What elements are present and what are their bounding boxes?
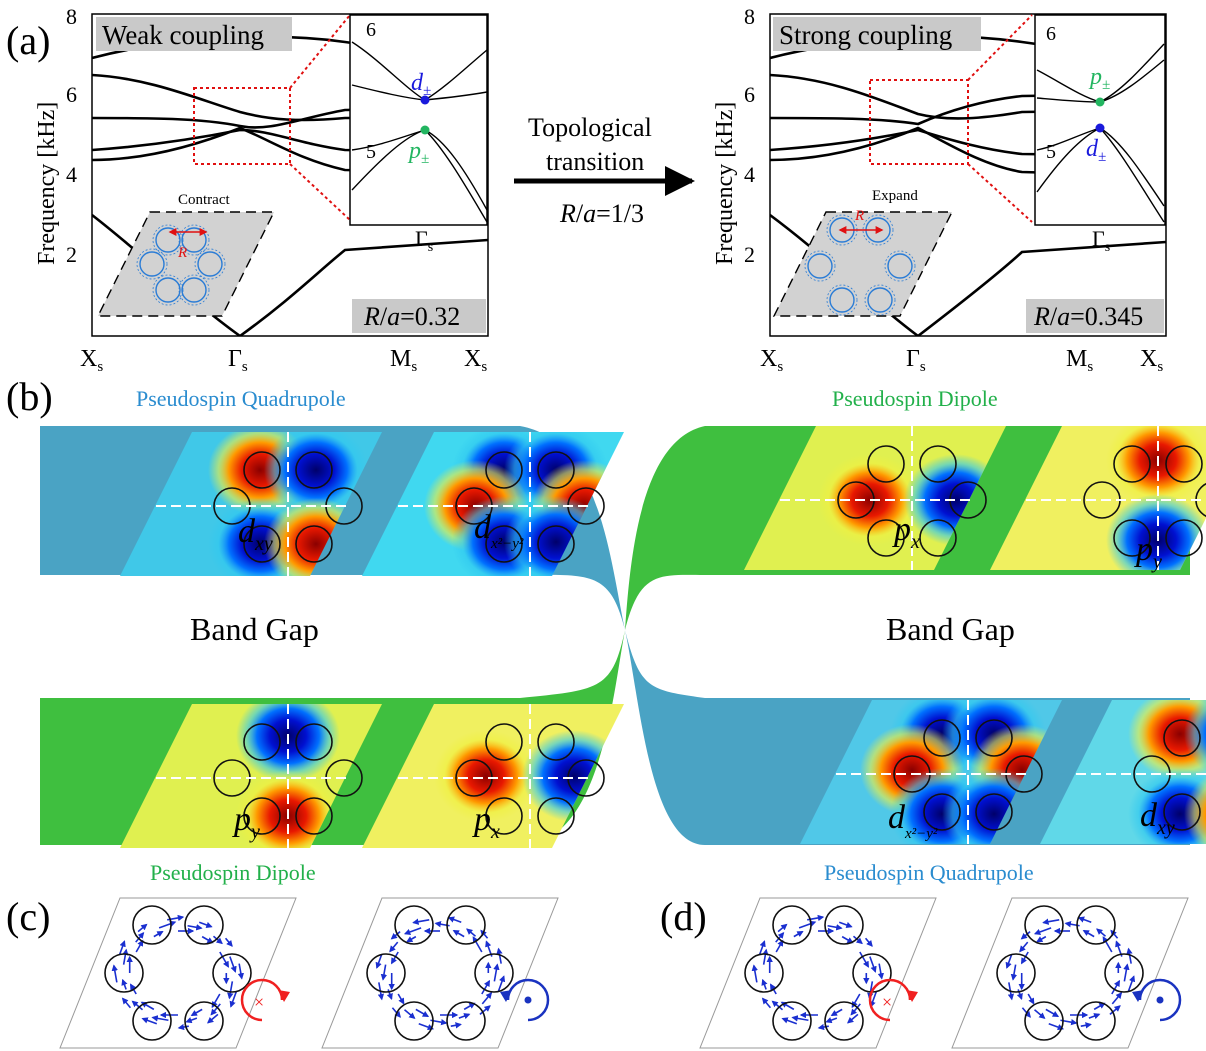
svg-text:R: R [854, 208, 864, 224]
svg-text:R/a=0.345: R/a=0.345 [1033, 302, 1143, 331]
svg-text:px: px [472, 801, 500, 843]
title-bottom-left: Pseudospin Dipole [150, 860, 316, 885]
svg-text:Γs: Γs [228, 346, 248, 375]
svg-text:6: 6 [66, 82, 77, 107]
svg-text:Xs: Xs [1140, 346, 1163, 375]
svg-text:dxy: dxy [1140, 797, 1175, 839]
band-gap-right: Band Gap [886, 611, 1015, 647]
strong-coupling-banner: Strong coupling [779, 20, 952, 50]
zoom-box [193, 87, 291, 165]
panel-b-label: (b) [6, 374, 53, 419]
panel-a-label: (a) [6, 18, 50, 63]
rotation-cw-cross-icon: × [240, 978, 290, 1022]
svg-text:×: × [254, 992, 264, 1012]
svg-text:dx²−y²: dx²−y² [888, 799, 938, 842]
svg-text:py: py [232, 801, 260, 843]
panel-d-label: (d) [660, 894, 707, 939]
svg-text:Xs: Xs [464, 346, 487, 375]
vector-field-d1 [699, 897, 937, 1049]
svg-text:Topological: Topological [528, 113, 652, 142]
band-plot-right: Strong coupling p± d± 6 5 Γs [712, 4, 1167, 375]
svg-text:5: 5 [366, 141, 376, 163]
svg-text:transition: transition [546, 147, 644, 176]
svg-text:8: 8 [744, 4, 755, 29]
svg-text:d±: d± [411, 70, 431, 99]
svg-text:5: 5 [1046, 141, 1056, 163]
weak-coupling-banner: Weak coupling [102, 20, 264, 50]
svg-text:Ms: Ms [1066, 346, 1093, 375]
vector-field-c2 [321, 897, 559, 1049]
title-bottom-right: Pseudospin Quadrupole [824, 860, 1034, 885]
svg-text:8: 8 [66, 4, 77, 29]
unit-cell-contract: R Contract [96, 192, 276, 317]
svg-text:dx²−y²: dx²−y² [474, 509, 524, 552]
svg-text:Xs: Xs [80, 346, 103, 375]
expand-label: Expand [872, 188, 918, 204]
svg-text:p±: p± [407, 138, 429, 167]
svg-text:Γs: Γs [1092, 226, 1110, 255]
topological-transition-arrow: Topological transition R/a=1/3 [514, 113, 695, 228]
svg-text:R: R [177, 245, 187, 261]
title-top-right: Pseudospin Dipole [832, 386, 998, 411]
vector-field-c1 [59, 897, 297, 1049]
band-gap-left: Band Gap [190, 611, 319, 647]
svg-text:R/a=1/3: R/a=1/3 [559, 199, 644, 228]
contract-label: Contract [178, 192, 230, 208]
title-top-left: Pseudospin Quadrupole [136, 386, 346, 411]
svg-text:R/a=0.32: R/a=0.32 [363, 302, 460, 331]
svg-text:d±: d± [1086, 136, 1106, 165]
svg-text:2: 2 [66, 242, 77, 267]
inset-left [349, 14, 488, 226]
svg-text:6: 6 [1046, 23, 1056, 45]
svg-text:Xs: Xs [760, 346, 783, 375]
unit-cell-expand: R Expand [772, 188, 954, 317]
svg-text:2: 2 [744, 242, 755, 267]
vector-fields [59, 897, 1189, 1049]
panel-c-label: (c) [6, 894, 50, 939]
svg-text:6: 6 [366, 19, 376, 41]
svg-text:py: py [1134, 531, 1162, 573]
rotation-ccw-dot-icon [1132, 978, 1182, 1022]
rotation-ccw-dot-icon [500, 978, 550, 1022]
mode-dx2y2-bottom [800, 700, 1062, 844]
rotation-cw-cross-icon: × [868, 978, 918, 1022]
svg-text:4: 4 [66, 162, 77, 187]
svg-text:×: × [882, 992, 892, 1012]
svg-text:Γs: Γs [415, 226, 433, 255]
svg-text:6: 6 [744, 82, 755, 107]
svg-text:Γs: Γs [906, 346, 926, 375]
svg-text:dxy: dxy [238, 513, 273, 555]
zoom-box-right [869, 79, 969, 165]
svg-text:Ms: Ms [390, 346, 417, 375]
y-axis-label-right: Frequency [kHz] [712, 102, 738, 265]
vector-field-d2 [951, 897, 1189, 1049]
svg-text:px: px [892, 511, 920, 553]
svg-text:4: 4 [744, 162, 755, 187]
svg-text:p±: p± [1088, 64, 1110, 93]
band-plot-left: Weak coupling d± p± 6 5 Γs [34, 4, 489, 375]
y-axis-label-left: Frequency [kHz] [34, 102, 60, 265]
